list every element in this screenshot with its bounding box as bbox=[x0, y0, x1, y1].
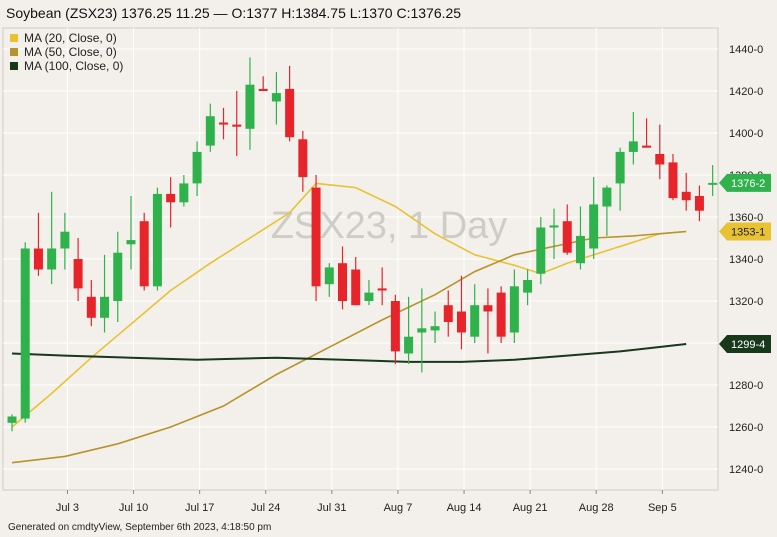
candle-body bbox=[192, 151, 202, 184]
x-tick-label: Sep 5 bbox=[648, 502, 677, 514]
price-tag bbox=[719, 335, 771, 354]
candle-body bbox=[668, 162, 678, 199]
candle-body bbox=[232, 124, 242, 127]
x-tick-label: Aug 7 bbox=[384, 502, 413, 514]
candle-body bbox=[205, 116, 215, 146]
candle-body bbox=[430, 326, 440, 331]
candle-body bbox=[377, 288, 387, 291]
candle-body bbox=[47, 248, 57, 270]
x-axis: Jul 3 Jul 10 Jul 17 Jul 24 Jul 31 Aug 7 Aug 14… bbox=[56, 490, 677, 514]
x-tick-label: Jul 10 bbox=[119, 502, 148, 514]
price-tags: 1376-2 1353-1 1299-4 bbox=[719, 173, 771, 354]
x-tick-label: Aug 28 bbox=[579, 502, 614, 514]
candle-body bbox=[390, 301, 400, 352]
x-tick-label: Jul 31 bbox=[317, 502, 346, 514]
legend-swatch-ma20 bbox=[10, 34, 18, 42]
candle-body bbox=[694, 196, 704, 211]
x-tick-label: Aug 14 bbox=[447, 502, 482, 514]
candle-body bbox=[708, 182, 718, 185]
price-tag-label: 1299-4 bbox=[731, 339, 765, 351]
candle-body bbox=[324, 267, 334, 285]
y-tick-label: 1240-0 bbox=[729, 464, 763, 476]
candle-body bbox=[152, 193, 162, 287]
x-tick-label: Jul 24 bbox=[251, 502, 280, 514]
candle-body bbox=[602, 187, 612, 207]
candle-body bbox=[113, 252, 123, 301]
price-tag bbox=[719, 222, 771, 241]
chart-title: Soybean (ZSX23) 1376.25 11.25 — O:1377 H… bbox=[6, 5, 461, 21]
y-tick-label: 1440-0 bbox=[729, 44, 763, 56]
candle-body bbox=[33, 248, 43, 270]
candle-body bbox=[443, 305, 453, 322]
candle-body bbox=[417, 328, 427, 333]
candle-body bbox=[536, 227, 546, 274]
candle-body bbox=[219, 122, 229, 125]
x-tick-label: Aug 21 bbox=[513, 502, 548, 514]
candle-body bbox=[100, 296, 110, 318]
y-tick-label: 1340-0 bbox=[729, 254, 763, 266]
candle-body bbox=[351, 269, 361, 306]
legend: MA (20, Close, 0) MA (50, Close, 0) MA (… bbox=[10, 31, 123, 73]
legend-label-ma20: MA (20, Close, 0) bbox=[24, 31, 117, 45]
footer-text: Generated on cmdtyView, September 6th 20… bbox=[8, 522, 271, 533]
price-tag-label: 1376-2 bbox=[731, 178, 765, 190]
candle-body bbox=[655, 154, 665, 165]
candle-body bbox=[258, 88, 268, 91]
candle-body bbox=[60, 231, 70, 249]
candle-body bbox=[166, 193, 176, 203]
candle-body bbox=[549, 225, 559, 228]
candle-body bbox=[575, 235, 585, 264]
grid bbox=[3, 28, 718, 490]
header-bar bbox=[0, 0, 777, 26]
candle-body bbox=[589, 204, 599, 249]
ma20-line bbox=[11, 182, 687, 428]
candle-body bbox=[470, 305, 480, 337]
price-tag-label: 1353-1 bbox=[731, 226, 765, 238]
candles bbox=[7, 57, 718, 432]
candle-body bbox=[496, 292, 506, 337]
candle-body bbox=[73, 259, 83, 289]
price-tag bbox=[719, 173, 771, 192]
candle-body bbox=[404, 336, 414, 354]
candle-body bbox=[509, 286, 519, 333]
candle-body bbox=[126, 240, 136, 245]
y-tick-label: 1260-0 bbox=[729, 422, 763, 434]
x-tick-label: Jul 3 bbox=[56, 502, 79, 514]
candle-body bbox=[338, 263, 347, 301]
candle-body bbox=[456, 311, 466, 333]
candle-body bbox=[245, 84, 255, 129]
candle-body bbox=[681, 191, 691, 201]
y-tick-label: 1360-0 bbox=[729, 212, 763, 224]
candle-body bbox=[311, 187, 321, 287]
candle-body bbox=[628, 141, 638, 152]
candle-body bbox=[562, 221, 572, 253]
legend-swatch-ma50 bbox=[10, 48, 18, 56]
candle-body bbox=[298, 139, 308, 178]
watermark: ZSX23, 1 Day bbox=[271, 205, 508, 247]
legend-label-ma100: MA (100, Close, 0) bbox=[24, 59, 123, 73]
candle-body bbox=[139, 221, 149, 287]
ma100-line bbox=[11, 343, 687, 363]
candle-body bbox=[86, 296, 96, 318]
y-tick-label: 1400-0 bbox=[729, 128, 763, 140]
y-tick-label: 1320-0 bbox=[729, 296, 763, 308]
candle-body bbox=[7, 416, 17, 423]
candle-body bbox=[271, 93, 281, 102]
x-tick-label: Jul 17 bbox=[185, 502, 214, 514]
candle-body bbox=[523, 280, 533, 293]
candle-body bbox=[483, 305, 493, 312]
candle-body bbox=[179, 183, 189, 203]
candle-body bbox=[20, 248, 30, 419]
y-tick-label: 1280-0 bbox=[729, 380, 763, 392]
candle-body bbox=[642, 145, 652, 148]
candle-body bbox=[285, 88, 295, 138]
y-tick-label: 1420-0 bbox=[729, 86, 763, 98]
legend-swatch-ma100 bbox=[10, 62, 18, 70]
legend-label-ma50: MA (50, Close, 0) bbox=[24, 45, 117, 59]
candle-body bbox=[364, 292, 374, 301]
candle-body bbox=[615, 151, 625, 184]
